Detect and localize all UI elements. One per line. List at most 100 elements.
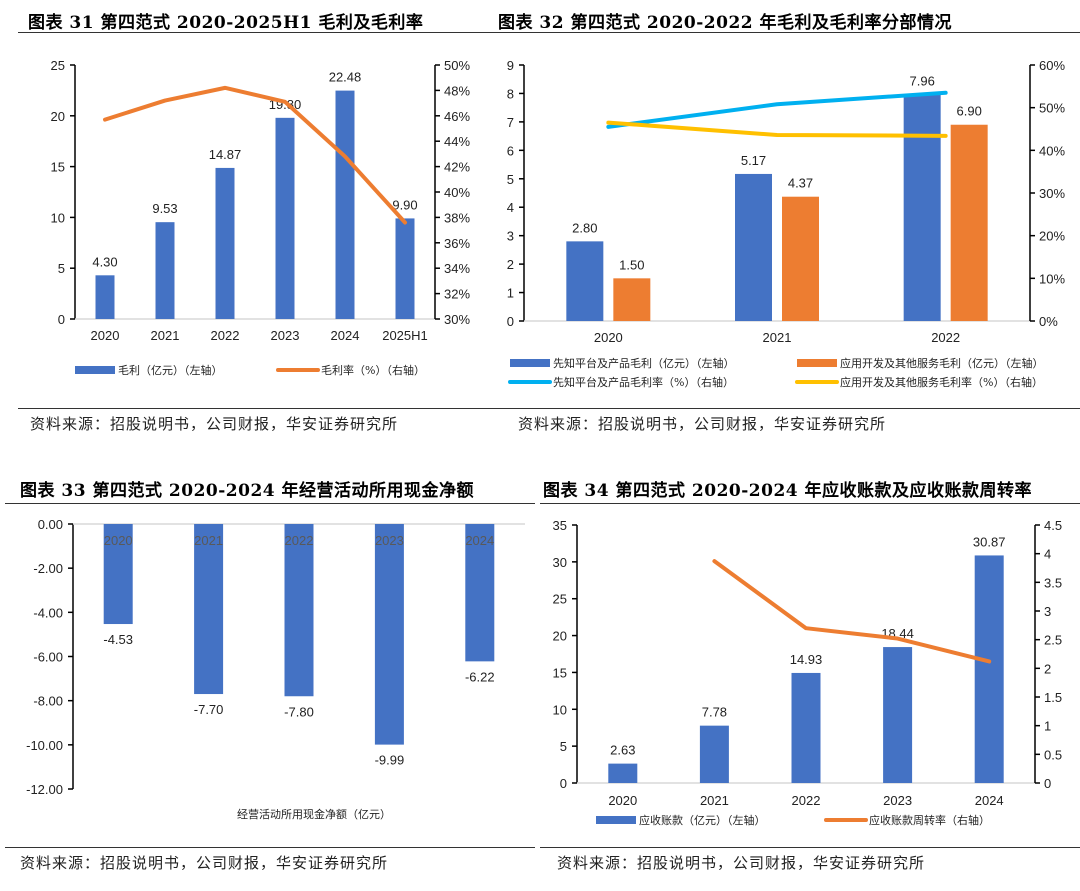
series-line — [103, 85, 407, 225]
left-tick-label: 2 — [507, 257, 514, 272]
data-label: 9.53 — [152, 201, 177, 216]
left-tick-label: 25 — [51, 58, 65, 73]
category-label: 2020 — [104, 533, 133, 548]
left-tick-label: 3 — [507, 229, 514, 244]
right-tick-label: 0% — [1039, 314, 1058, 329]
data-label: 1.50 — [619, 257, 644, 272]
category-label: 2021 — [763, 330, 792, 345]
figure-title: 图表 32 第四范式 2020-2022 年毛利及毛利率分部情况 — [498, 13, 953, 33]
left-tick-label: 9 — [507, 58, 514, 73]
category-label: 2022 — [211, 328, 240, 343]
legend-label: 先知平台及产品毛利（亿元）（左轴） — [553, 356, 735, 370]
data-label: -6.22 — [465, 669, 495, 684]
source-note: 资料来源：招股说明书，公司财报，华安证券研究所 — [557, 854, 926, 872]
legend-label: 应用开发及其他服务毛利率（%）（右轴） — [840, 375, 1043, 389]
bar — [974, 555, 1004, 783]
data-label: 22.48 — [329, 70, 362, 85]
left-tick-label: 0 — [560, 776, 567, 791]
right-tick-label: 50% — [444, 58, 470, 73]
data-label: 5.17 — [741, 153, 766, 168]
bar — [950, 124, 988, 321]
legend-swatch-bar — [596, 816, 636, 824]
source-note: 资料来源：招股说明书，公司财报，华安证券研究所 — [20, 854, 389, 872]
title-rule — [490, 32, 1080, 33]
category-label: 2021 — [194, 533, 223, 548]
series-line — [606, 90, 948, 129]
left-tick-label: 5 — [507, 172, 514, 187]
left-tick-label: 0.00 — [38, 517, 63, 532]
data-label: 14.93 — [790, 652, 823, 667]
right-tick-label: 0.5 — [1044, 747, 1062, 762]
bar — [335, 90, 355, 319]
data-label: 4.37 — [788, 176, 813, 191]
title-rule — [540, 503, 1080, 504]
bar — [608, 763, 638, 783]
right-tick-label: 30% — [444, 312, 470, 327]
left-tick-label: -8.00 — [33, 694, 63, 709]
source-note: 资料来源：招股说明书，公司财报，华安证券研究所 — [30, 415, 399, 433]
category-label: 2024 — [975, 793, 1004, 808]
bar — [275, 117, 295, 319]
right-tick-label: 1.5 — [1044, 690, 1062, 705]
category-label: 2022 — [285, 533, 314, 548]
right-tick-label: 3.5 — [1044, 575, 1062, 590]
right-tick-label: 10% — [1039, 271, 1065, 286]
category-label: 2020 — [91, 328, 120, 343]
right-tick-label: 4.5 — [1044, 518, 1062, 533]
right-tick-label: 50% — [1039, 101, 1065, 116]
left-tick-label: 0 — [58, 312, 65, 327]
right-tick-label: 2 — [1044, 661, 1051, 676]
left-tick-label: 1 — [507, 286, 514, 301]
left-tick-label: 10 — [553, 702, 567, 717]
left-tick-label: -12.00 — [26, 782, 63, 797]
category-label: 2025H1 — [382, 328, 428, 343]
left-tick-label: 15 — [553, 665, 567, 680]
bar — [155, 222, 175, 319]
right-tick-label: 48% — [444, 83, 470, 98]
data-label: 2.63 — [610, 743, 635, 758]
left-tick-label: 6 — [507, 143, 514, 158]
data-label: -7.70 — [194, 702, 224, 717]
category-label: 2022 — [931, 330, 960, 345]
right-tick-label: 2.5 — [1044, 633, 1062, 648]
source-rule — [490, 408, 1080, 409]
source-rule — [5, 847, 535, 848]
legend-label: 应收账款（亿元）（左轴） — [639, 813, 766, 827]
bar — [284, 524, 314, 697]
bar — [95, 275, 115, 319]
right-tick-label: 40% — [1039, 143, 1065, 158]
category-label: 2020 — [608, 793, 637, 808]
series-line — [712, 559, 992, 664]
left-tick-label: 25 — [553, 592, 567, 607]
series-line — [606, 120, 948, 138]
right-tick-label: 4 — [1044, 547, 1051, 562]
bar — [374, 524, 404, 745]
bar — [103, 524, 133, 625]
category-label: 2023 — [375, 533, 404, 548]
left-tick-label: 0 — [507, 314, 514, 329]
left-tick-label: -2.00 — [33, 561, 63, 576]
data-label: 7.96 — [910, 74, 935, 89]
category-label: 2024 — [465, 533, 494, 548]
left-tick-label: 5 — [560, 739, 567, 754]
category-label: 2024 — [331, 328, 360, 343]
left-tick-label: -10.00 — [26, 738, 63, 753]
legend-label: 先知平台及产品毛利率（%）（右轴） — [553, 375, 734, 389]
legend-label: 应用开发及其他服务毛利（亿元）（左轴） — [840, 356, 1044, 370]
legend-swatch-bar — [797, 359, 837, 367]
right-tick-label: 36% — [444, 236, 470, 251]
category-label: 2020 — [594, 330, 623, 345]
right-tick-label: 32% — [444, 287, 470, 302]
bar — [782, 196, 819, 321]
left-tick-label: 30 — [553, 555, 567, 570]
data-label: 7.78 — [702, 705, 727, 720]
right-tick-label: 1 — [1044, 719, 1051, 734]
right-tick-label: 3 — [1044, 604, 1051, 619]
left-tick-label: -4.00 — [33, 605, 63, 620]
left-tick-label: 20 — [51, 109, 65, 124]
left-tick-label: 5 — [58, 261, 65, 276]
category-label: 2023 — [271, 328, 300, 343]
title-rule — [5, 503, 535, 504]
left-tick-label: 20 — [553, 629, 567, 644]
source-rule — [540, 847, 1080, 848]
